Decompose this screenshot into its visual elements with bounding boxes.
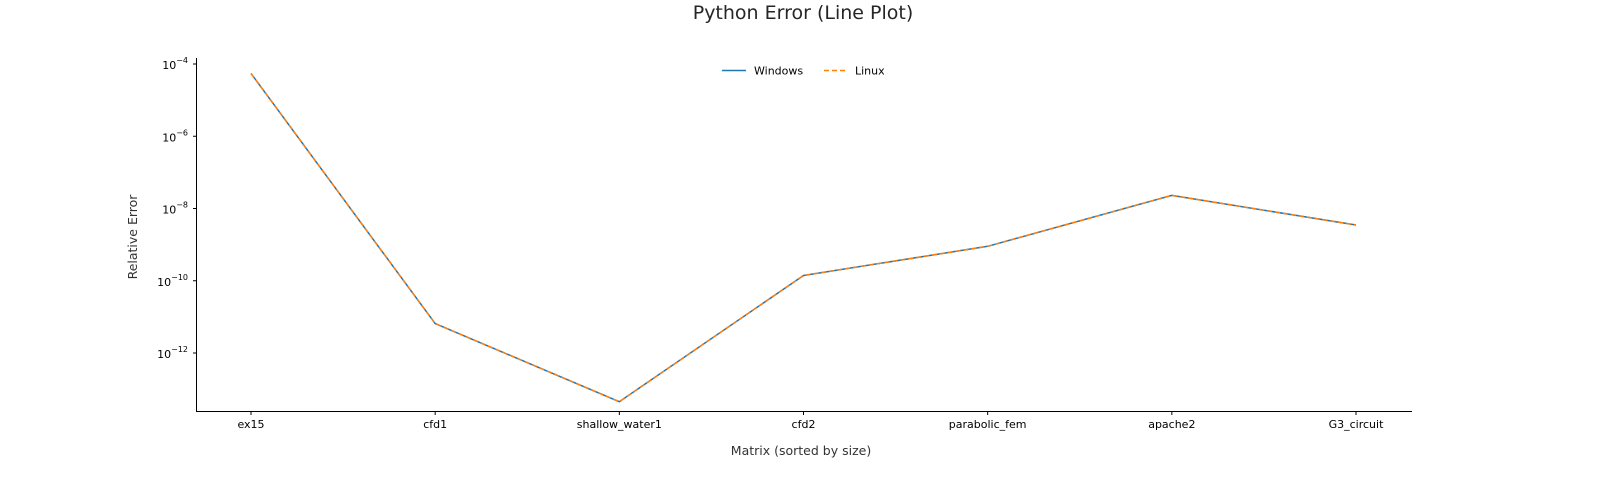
series-layer [250, 72, 1357, 403]
x-tick-label: parabolic_fem [949, 418, 1027, 431]
x-tick-label: G3_circuit [1329, 418, 1384, 431]
y-tick-label: 10−10 [157, 273, 188, 289]
series-line-windows [250, 72, 1357, 403]
y-tick-label: 10−12 [157, 345, 188, 361]
x-tick-label: apache2 [1148, 418, 1195, 431]
legend: Windows Linux [722, 65, 885, 78]
x-tick-label: shallow_water1 [577, 418, 662, 431]
legend-label-windows: Windows [754, 65, 803, 78]
y-ticks: 10−4 10−6 10−8 10−10 10−12 [157, 56, 196, 361]
x-tick-label: cfd1 [423, 418, 447, 431]
x-ticks: ex15 cfd1 shallow_water1 cfd2 parabolic_fem a… [237, 411, 1384, 431]
x-tick-label: cfd2 [792, 418, 816, 431]
y-axis-label: Relative Error [125, 194, 140, 280]
y-tick-label: 10−8 [162, 201, 188, 217]
legend-label-linux: Linux [855, 65, 885, 78]
chart-title: Python Error (Line Plot) [693, 2, 914, 24]
x-tick-label: ex15 [237, 418, 264, 431]
series-line-linux [250, 72, 1357, 403]
plot-area: 10−4 10−6 10−8 10−10 10−12 ex15 cfd1 shallow_w… [157, 56, 1412, 431]
y-tick-label: 10−4 [162, 56, 188, 72]
x-axis-label: Matrix (sorted by size) [731, 443, 871, 458]
y-tick-label: 10−6 [162, 128, 188, 144]
